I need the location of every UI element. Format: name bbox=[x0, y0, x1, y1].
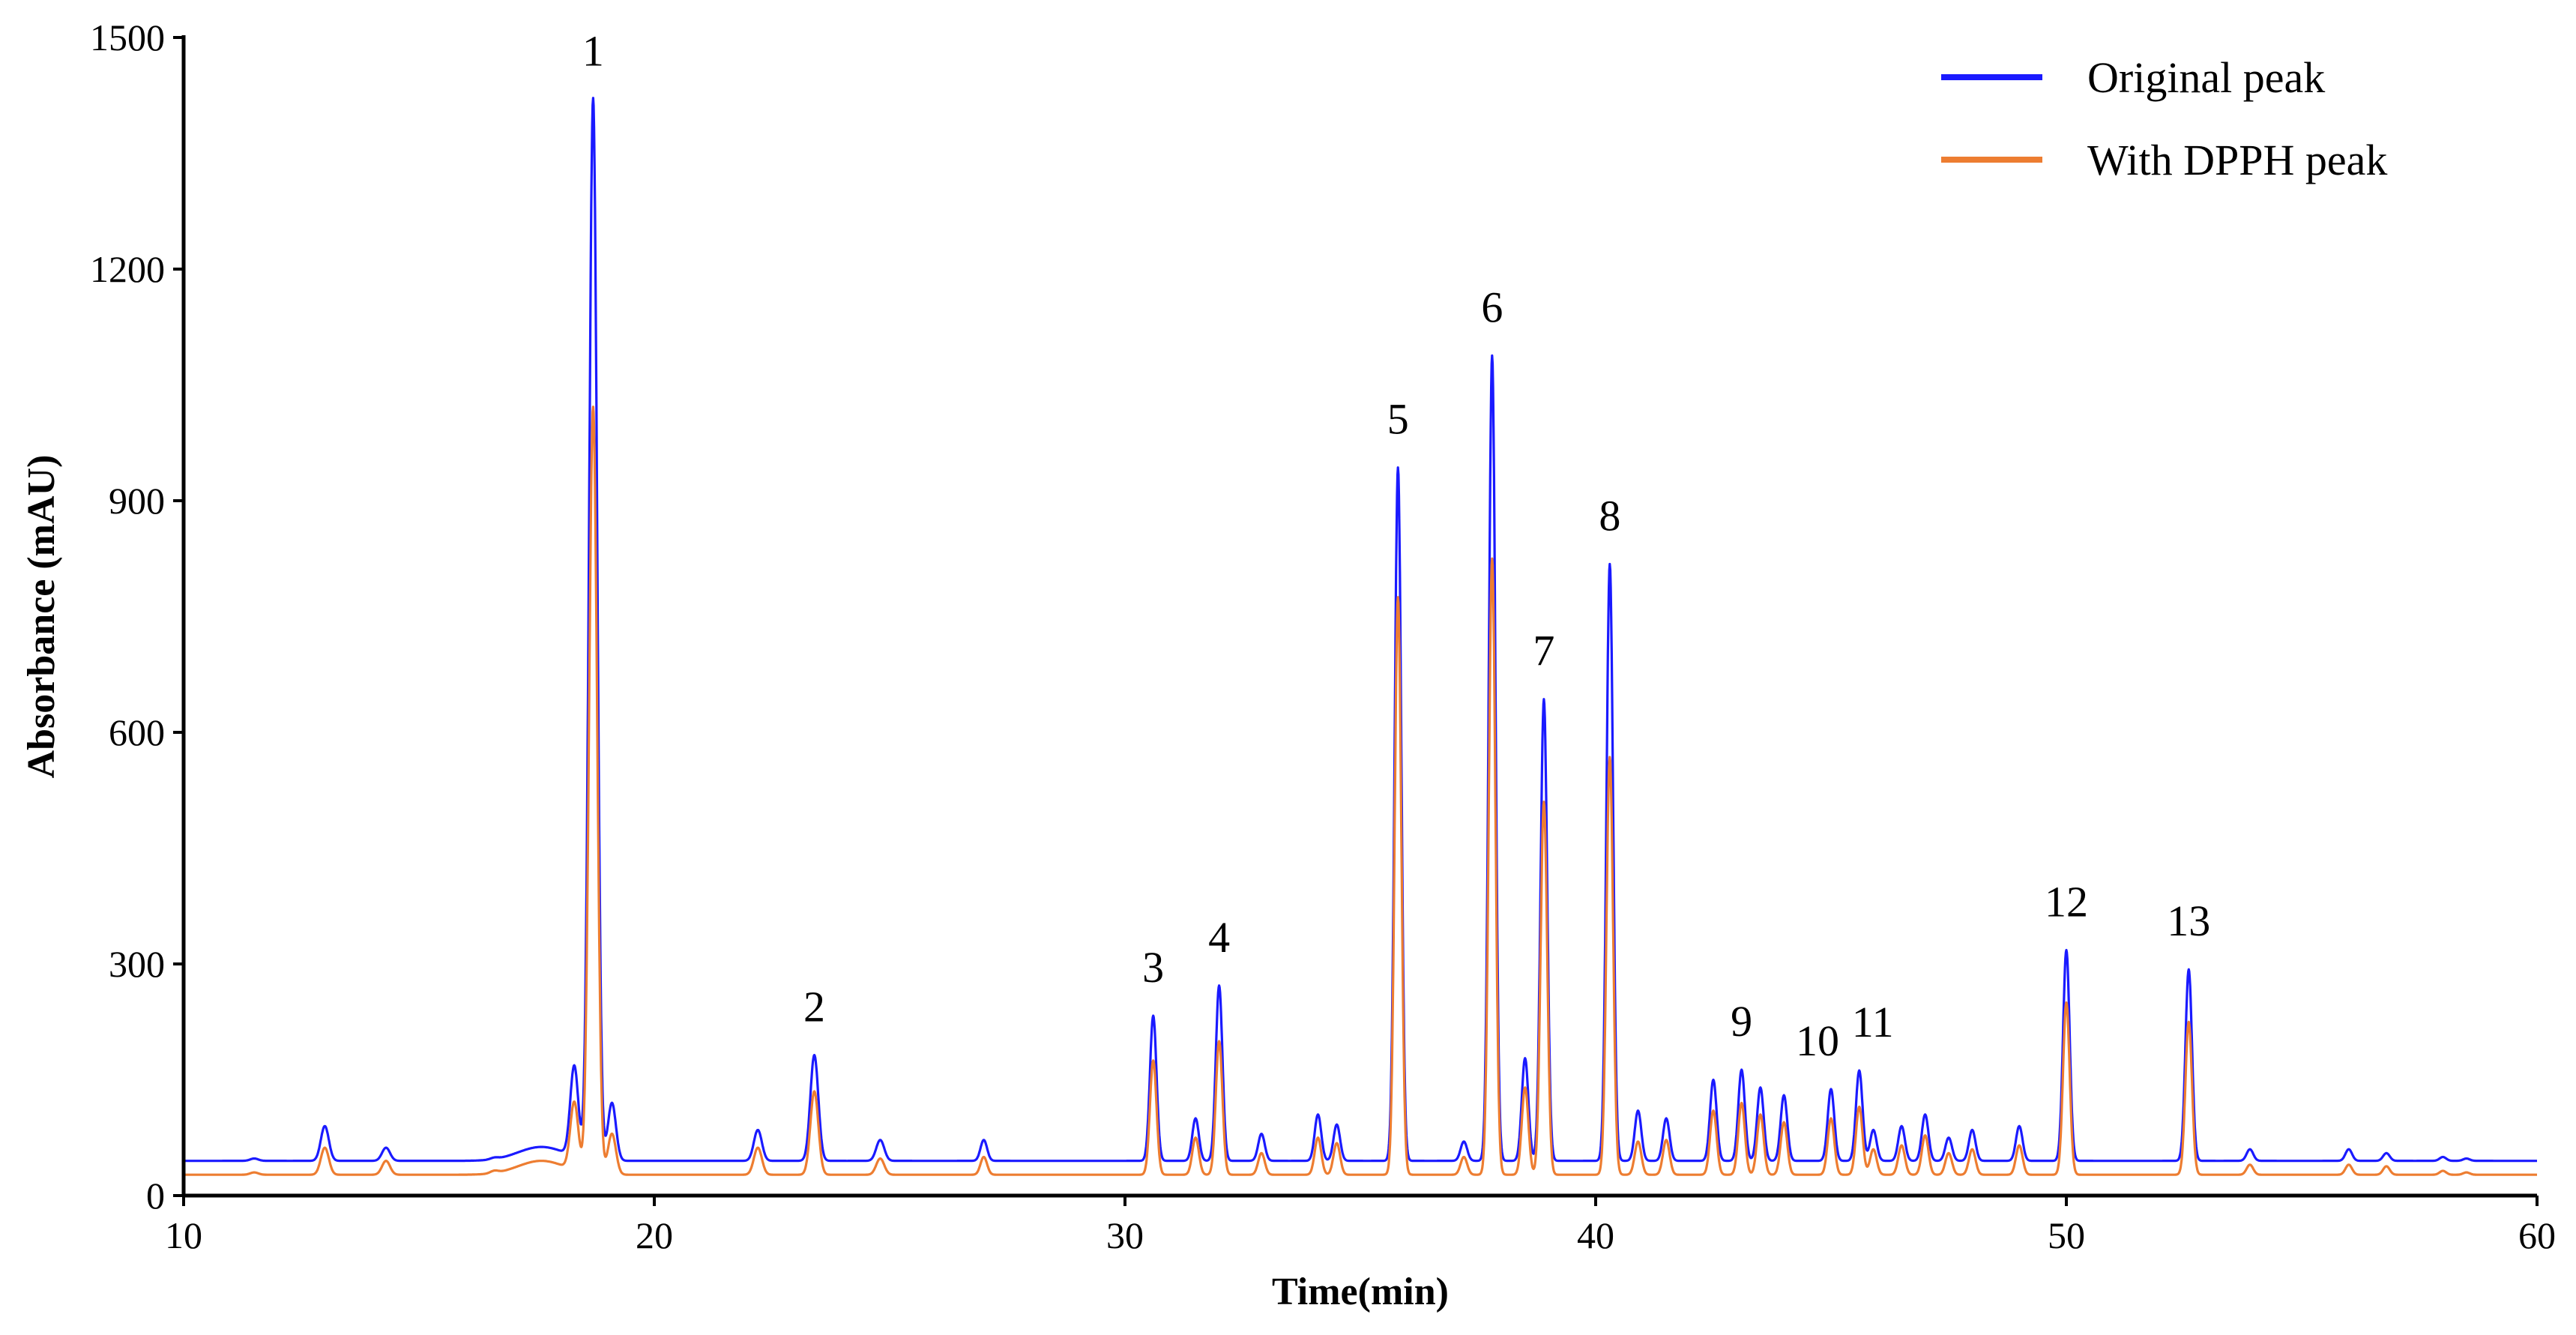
x-axis-title: Time(min) bbox=[1272, 1271, 1449, 1313]
x-tick-label: 20 bbox=[636, 1214, 673, 1256]
y-tick-label: 300 bbox=[109, 943, 165, 985]
series-line-dpph bbox=[183, 406, 2538, 1176]
x-tick-label: 60 bbox=[2518, 1214, 2556, 1256]
peak-label: 3 bbox=[1142, 943, 1164, 992]
peak-label: 10 bbox=[1796, 1016, 1839, 1065]
peak-label: 6 bbox=[1481, 283, 1503, 331]
peak-label: 5 bbox=[1387, 395, 1409, 444]
x-tick-label: 10 bbox=[165, 1214, 202, 1256]
series-layer bbox=[183, 97, 2538, 1176]
x-tick-label: 30 bbox=[1106, 1214, 1144, 1256]
series-line-original bbox=[183, 97, 2538, 1163]
peak-label: 11 bbox=[1852, 998, 1894, 1046]
y-tick-label: 0 bbox=[146, 1175, 165, 1217]
y-tick-label: 600 bbox=[109, 711, 165, 753]
peak-label: 12 bbox=[2045, 877, 2088, 926]
peak-label: 1 bbox=[582, 26, 604, 75]
peak-label: 8 bbox=[1599, 491, 1620, 540]
y-tick-label: 1500 bbox=[90, 16, 165, 58]
x-tick-label: 50 bbox=[2048, 1214, 2085, 1256]
peak-label: 2 bbox=[803, 983, 825, 1031]
axes-layer bbox=[181, 35, 2537, 1198]
peak-label: 7 bbox=[1533, 627, 1554, 675]
y-tick-label: 900 bbox=[109, 480, 165, 522]
x-tick-label: 40 bbox=[1577, 1214, 1614, 1256]
legend-label-dpph: With DPPH peak bbox=[2087, 136, 2387, 184]
legend: Original peak With DPPH peak bbox=[1941, 53, 2387, 184]
peak-label: 13 bbox=[2167, 896, 2210, 945]
peak-label: 9 bbox=[1731, 997, 1752, 1046]
legend-label-original: Original peak bbox=[2087, 53, 2325, 102]
peak-label: 4 bbox=[1208, 913, 1230, 962]
y-axis-title: Absorbance (mAU) bbox=[20, 455, 63, 779]
y-tick-label: 1200 bbox=[90, 248, 165, 290]
